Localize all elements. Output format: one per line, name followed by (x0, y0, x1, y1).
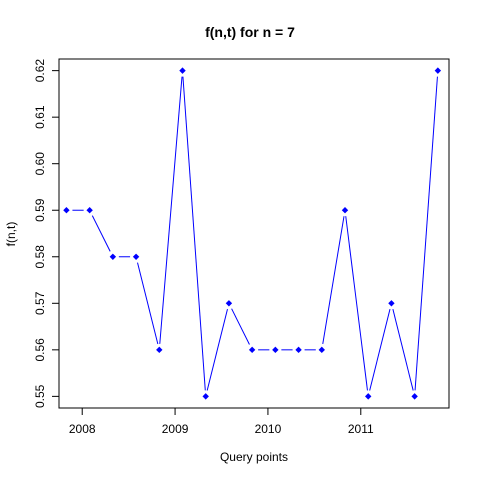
x-tick-label: 2008 (69, 422, 96, 436)
data-point (318, 346, 325, 354)
series-segment (206, 309, 228, 391)
x-tick-label: 2011 (348, 422, 374, 436)
y-tick-label: 0.60 (33, 152, 47, 176)
series-segment (182, 76, 206, 391)
y-tick-label: 0.57 (33, 291, 47, 315)
data-point (225, 300, 233, 307)
data-point (109, 253, 117, 260)
y-tick-label: 0.62 (33, 59, 47, 83)
y-tick-label: 0.59 (33, 198, 47, 222)
data-point (86, 207, 93, 214)
x-tick-label: 2009 (162, 422, 189, 436)
data-point (365, 393, 372, 400)
y-tick-label: 0.55 (33, 384, 47, 408)
data-point (202, 393, 209, 400)
data-point (63, 207, 70, 214)
data-point (434, 67, 442, 74)
x-axis: 2008 2009 2010 2011 (69, 408, 374, 436)
y-axis-label: f(n,t) (4, 222, 18, 247)
series-segment (369, 309, 391, 391)
data-point (132, 253, 140, 260)
data-point (388, 300, 395, 307)
series-segment (137, 262, 159, 345)
y-tick-label: 0.61 (33, 105, 47, 129)
series-segment (345, 216, 368, 391)
data-point (156, 346, 163, 354)
y-tick-label: 0.58 (33, 245, 47, 269)
data-point (295, 346, 302, 354)
series-segment (322, 216, 345, 344)
x-axis-label: Query points (220, 450, 288, 464)
series-segment (91, 215, 111, 252)
series-segment (231, 308, 250, 345)
series-segment (414, 76, 438, 391)
series-segment (159, 76, 183, 344)
y-tick-label: 0.56 (33, 338, 47, 362)
data-point (341, 207, 349, 214)
series-segment (392, 309, 414, 391)
y-axis: 0.55 0.56 0.57 0.58 0.59 0.60 0.61 0.62 (33, 59, 59, 408)
data-point (272, 346, 279, 354)
data-point (411, 393, 418, 400)
x-tick-label: 2010 (255, 422, 282, 436)
chart-title: f(n,t) for n = 7 (205, 24, 295, 40)
data-point (179, 67, 186, 74)
data-point (248, 346, 256, 354)
series-lines (72, 76, 438, 391)
series-points (63, 67, 442, 400)
plot-frame (58, 58, 450, 409)
